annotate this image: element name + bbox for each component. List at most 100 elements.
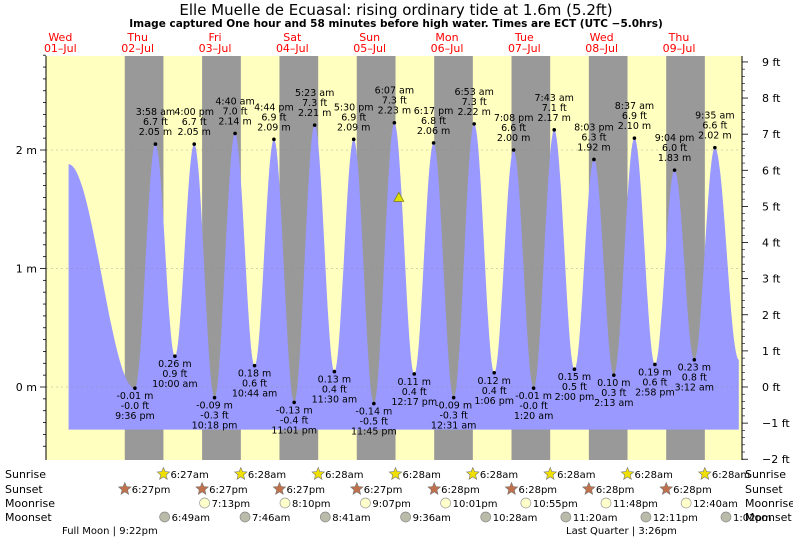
- day-of-week: Sat: [283, 31, 302, 44]
- low-tide-label: -0.3 ft: [439, 411, 468, 422]
- extreme-dot: [511, 148, 516, 152]
- low-tide-label: 0.18 m: [238, 369, 271, 380]
- row-label-moonset: Moonset: [5, 511, 52, 524]
- moonset-time: 11:20am: [573, 513, 618, 524]
- low-tide-label: -0.09 m: [196, 401, 233, 412]
- high-tide-label: 6.3 ft: [581, 132, 606, 143]
- high-tide-label: 2.02 m: [698, 131, 731, 142]
- high-tide-label: 2.09 m: [257, 122, 290, 133]
- moon-phase-full: Full Moon | 9:22pm: [62, 526, 158, 537]
- sunset-time: 6:27pm: [364, 485, 403, 496]
- moonrise-icon: [440, 497, 451, 509]
- low-tide-label: 0.10 m: [597, 378, 630, 389]
- extreme-dot: [692, 357, 697, 362]
- high-tide-label: 6:07 am: [375, 86, 414, 97]
- high-tide-label: 9:35 am: [695, 111, 734, 122]
- right-axis-tick-label: 0 ft: [762, 381, 781, 394]
- high-tide-label: 2.23 m: [378, 106, 411, 117]
- moonrise-icon: [279, 497, 291, 509]
- extreme-dot: [133, 386, 137, 390]
- sunset-time: 6:28pm: [673, 485, 712, 496]
- low-tide-label: 0.9 ft: [162, 369, 187, 380]
- extreme-dot: [372, 401, 376, 406]
- low-tide-label: 0.5 ft: [562, 382, 587, 393]
- day-of-week: Sun: [359, 31, 380, 44]
- moonset-time: 8:41am: [332, 513, 370, 524]
- low-tide-label: 0.4 ft: [322, 385, 347, 396]
- extreme-dot: [332, 369, 337, 374]
- high-tide-label: 7.1 ft: [542, 103, 567, 114]
- extreme-dot: [192, 142, 197, 146]
- moonset-icon: [239, 511, 251, 523]
- row-label-sunset: Sunset: [5, 483, 43, 496]
- extreme-dot: [212, 395, 217, 400]
- moonrise-time: 10:01pm: [453, 499, 498, 510]
- low-tide-label: -0.5 ft: [360, 417, 389, 428]
- low-tide-label: -0.4 ft: [280, 415, 309, 426]
- high-tide-label: 6.8 ft: [421, 116, 446, 127]
- sunset-time: 6:28pm: [519, 485, 558, 496]
- high-tide-label: 5:23 am: [295, 88, 334, 99]
- moonset-icon: [720, 511, 732, 523]
- moonset-icon: [400, 511, 411, 523]
- extreme-dot: [451, 395, 456, 400]
- high-tide-label: 6.7 ft: [143, 117, 168, 128]
- low-tide-label: -0.0 ft: [519, 401, 548, 412]
- high-tide-label: 7.3 ft: [382, 96, 407, 107]
- sunset-icon: [659, 481, 674, 495]
- moonrise-icon: [199, 497, 210, 509]
- low-tide-label: -0.01 m: [117, 391, 154, 402]
- low-tide-label: 10:00 am: [152, 379, 197, 390]
- low-tide-label: 12:17 pm: [391, 397, 437, 408]
- extreme-dot: [472, 122, 476, 126]
- moonset-time: 1:02pm: [733, 513, 772, 524]
- moonset-time: 7:46am: [252, 513, 290, 524]
- high-tide-label: 2.00 m: [497, 133, 530, 144]
- sunset-icon: [581, 481, 596, 495]
- high-tide-label: 2.22 m: [457, 107, 490, 118]
- chart-title: Elle Muelle de Ecuasal: rising ordinary …: [179, 1, 612, 19]
- sunrise-icon: [156, 466, 171, 480]
- left-axis-tick-label: 0 m: [16, 381, 37, 394]
- header: Elle Muelle de Ecuasal: rising ordinary …: [44, 1, 695, 55]
- low-tide-label: 2:13 am: [594, 398, 633, 409]
- sunrise-time: 6:28am: [325, 470, 363, 481]
- sunset-icon: [195, 481, 210, 495]
- moonrise-time: 9:07pm: [372, 499, 411, 510]
- moonrise-time: 7:13pm: [212, 499, 251, 510]
- extreme-dot: [653, 362, 657, 367]
- low-tide-label: -0.3 ft: [200, 411, 229, 422]
- extreme-dot: [713, 145, 717, 150]
- high-tide-label: 5:30 pm: [334, 102, 374, 113]
- high-tide-label: 6:17 pm: [414, 106, 454, 117]
- low-tide-label: 11:01 pm: [271, 425, 317, 436]
- left-axis-tick-label: 1 m: [16, 263, 37, 276]
- high-tide-label: 2.21 m: [298, 108, 331, 119]
- sunrise-icon: [697, 466, 712, 480]
- right-axis-tick-label: 9 ft: [762, 56, 781, 69]
- high-tide-label: 8:37 am: [615, 101, 654, 112]
- tide-area-layer: [68, 123, 739, 430]
- low-tide-label: 2:00 pm: [555, 392, 595, 403]
- high-tide-label: 4:44 pm: [254, 102, 294, 113]
- right-axis-tick-label: 5 ft: [762, 200, 781, 213]
- day-of-week: Tue: [514, 31, 534, 44]
- moonrise-icon: [680, 497, 692, 509]
- extreme-dot: [531, 386, 536, 390]
- day-date: 06–Jul: [431, 42, 464, 55]
- low-tide-label: 0.4 ft: [482, 386, 507, 397]
- high-tide-label: 7.0 ft: [223, 106, 248, 117]
- row-label-moonrise-right: Moonrise: [745, 497, 793, 510]
- high-tide-label: 2.10 m: [618, 121, 651, 132]
- low-tide-label: 9:36 pm: [115, 411, 155, 422]
- high-tide-label: 2.06 m: [417, 126, 450, 137]
- extreme-dot: [272, 137, 276, 142]
- sunset-time: 6:27pm: [286, 485, 325, 496]
- extreme-dot: [672, 168, 677, 172]
- low-tide-label: 0.6 ft: [242, 379, 267, 390]
- extreme-dot: [312, 123, 317, 127]
- extreme-dot: [632, 136, 637, 140]
- high-tide-label: 6.6 ft: [501, 123, 526, 134]
- extreme-labels: -0.01 m-0.0 ft9:36 pm3:58 am6.7 ft2.05 m…: [115, 86, 734, 438]
- high-tide-label: 6.9 ft: [622, 111, 647, 122]
